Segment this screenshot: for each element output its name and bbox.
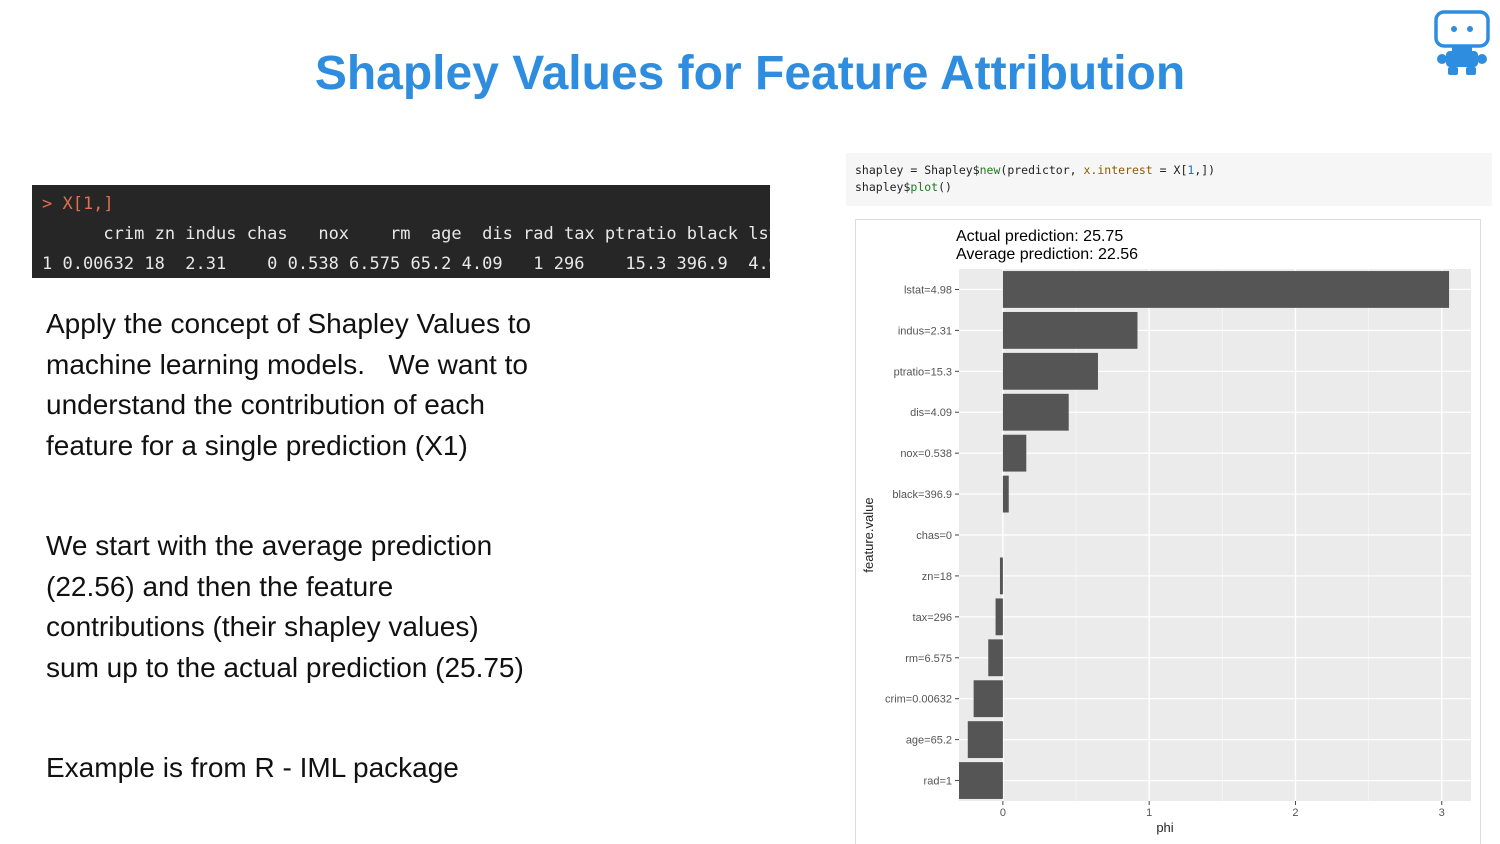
code-token: plot (910, 180, 939, 194)
console-data-row: 1 0.00632 18 2.31 0 0.538 6.575 65.2 4.0… (42, 254, 770, 274)
bar (995, 598, 1003, 636)
y-tick-label: ptratio=15.3 (894, 366, 952, 378)
bar (1002, 352, 1098, 390)
code-token: = X[ (1152, 163, 1188, 177)
code-line-2: shapley$plot() (855, 179, 1492, 196)
bar (988, 639, 1003, 677)
code-token: 1 (1187, 163, 1195, 177)
y-tick-label: black=396.9 (892, 489, 952, 501)
y-tick-label: lstat=4.98 (904, 284, 952, 296)
code-token: x.interest (1083, 163, 1153, 177)
paragraph-explanation: We start with the average prediction (22… (46, 530, 524, 683)
code-token: shapley$ (855, 180, 911, 194)
bar (959, 762, 1003, 799)
x-tick-label: 0 (1000, 807, 1006, 819)
y-tick-label: rm=6.575 (905, 653, 952, 665)
bar (967, 721, 1003, 759)
y-tick-label: tax=296 (913, 612, 952, 624)
bar (973, 680, 1003, 718)
console-header-row: crim zn indus chas nox rm age dis rad ta… (42, 224, 770, 244)
console-command: > X[1,] (42, 194, 114, 214)
bar (999, 557, 1003, 595)
y-tick-label: indus=2.31 (898, 325, 952, 337)
r-console-output: > X[1,] crim zn indus chas nox rm age di… (32, 185, 770, 278)
robot-icon (1434, 10, 1490, 75)
code-token: () (938, 180, 952, 194)
bar (1002, 271, 1450, 308)
paragraph-intro: Apply the concept of Shapley Values to m… (46, 308, 532, 461)
y-tick-label: dis=4.09 (910, 407, 952, 419)
chart-title: Actual prediction: 25.75 (956, 228, 1123, 245)
code-snippet: shapley = Shapley$new(predictor, x.inter… (846, 153, 1492, 206)
y-tick-label: crim=0.00632 (885, 694, 952, 706)
paragraph-source: Example is from R - IML package (46, 752, 459, 783)
x-tick-label: 2 (1292, 807, 1298, 819)
x-tick-label: 1 (1146, 807, 1152, 819)
y-tick-label: age=65.2 (906, 735, 952, 747)
code-token: ,]) (1194, 163, 1216, 177)
code-token: new (979, 163, 1001, 177)
x-axis-label: phi (1156, 820, 1173, 835)
y-tick-label: chas=0 (916, 530, 952, 542)
bar (1002, 475, 1009, 513)
y-tick-label: zn=18 (922, 571, 952, 583)
code-token: shapley = Shapley$ (855, 163, 980, 177)
y-tick-label: nox=0.538 (900, 448, 952, 460)
code-line-1: shapley = Shapley$new(predictor, x.inter… (855, 162, 1492, 179)
chart-subtitle: Average prediction: 22.56 (956, 246, 1138, 263)
y-axis-label: feature.value (861, 497, 876, 572)
bar (1002, 434, 1027, 472)
code-token: (predictor, (1000, 163, 1084, 177)
x-tick-label: 3 (1439, 807, 1445, 819)
bar (1002, 311, 1138, 349)
bar (1002, 393, 1069, 431)
y-tick-label: rad=1 (924, 776, 952, 788)
slide-title: Shapley Values for Feature Attribution (314, 47, 1186, 100)
